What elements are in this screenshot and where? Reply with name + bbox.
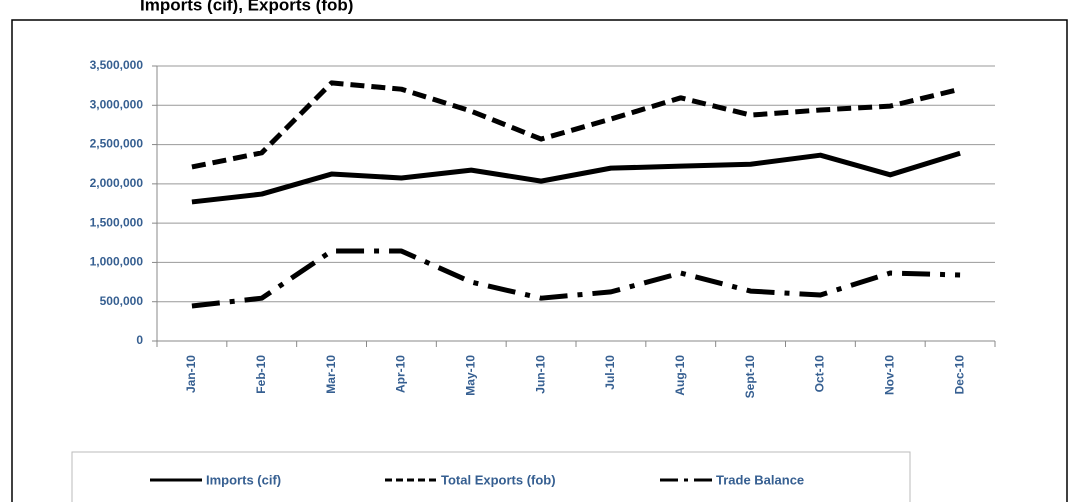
series-line [191, 80, 961, 170]
y-tick-label: 1,500,000 [90, 215, 144, 229]
x-tick-label: Aug-10 [673, 355, 687, 396]
y-tick-label: 3,000,000 [90, 97, 144, 111]
x-tick-label: Jan-10 [184, 355, 198, 393]
x-tick-label: Nov-10 [882, 355, 896, 395]
x-tick-label: Apr-10 [394, 355, 408, 393]
x-tick-label: Dec-10 [952, 355, 966, 395]
legend-label: Trade Balance [716, 472, 804, 487]
x-tick-label: May-10 [463, 355, 477, 396]
legend-label: Imports (cif) [206, 472, 281, 487]
x-tick-label: Feb-10 [254, 355, 268, 394]
legend-box [71, 451, 911, 502]
x-tick-label: Oct-10 [813, 355, 827, 393]
x-tick-label: Jun-10 [533, 355, 547, 394]
y-tick-label: 2,500,000 [90, 137, 144, 151]
series-line [191, 150, 961, 205]
y-tick-label: 3,500,000 [90, 58, 144, 72]
y-tick-label: 2,000,000 [90, 176, 144, 190]
chart-title: Imports (cif), Exports (fob) [140, 0, 353, 14]
y-tick-label: 1,000,000 [90, 255, 144, 269]
chart-border [11, 19, 1068, 502]
legend-label: Total Exports (fob) [441, 472, 556, 487]
x-tick-label: Sept-10 [743, 355, 757, 399]
x-tick-label: Mar-10 [324, 355, 338, 394]
y-tick-label: 0 [136, 333, 143, 347]
x-tick-label: Jul-10 [603, 355, 617, 390]
y-tick-label: 500,000 [100, 294, 144, 308]
